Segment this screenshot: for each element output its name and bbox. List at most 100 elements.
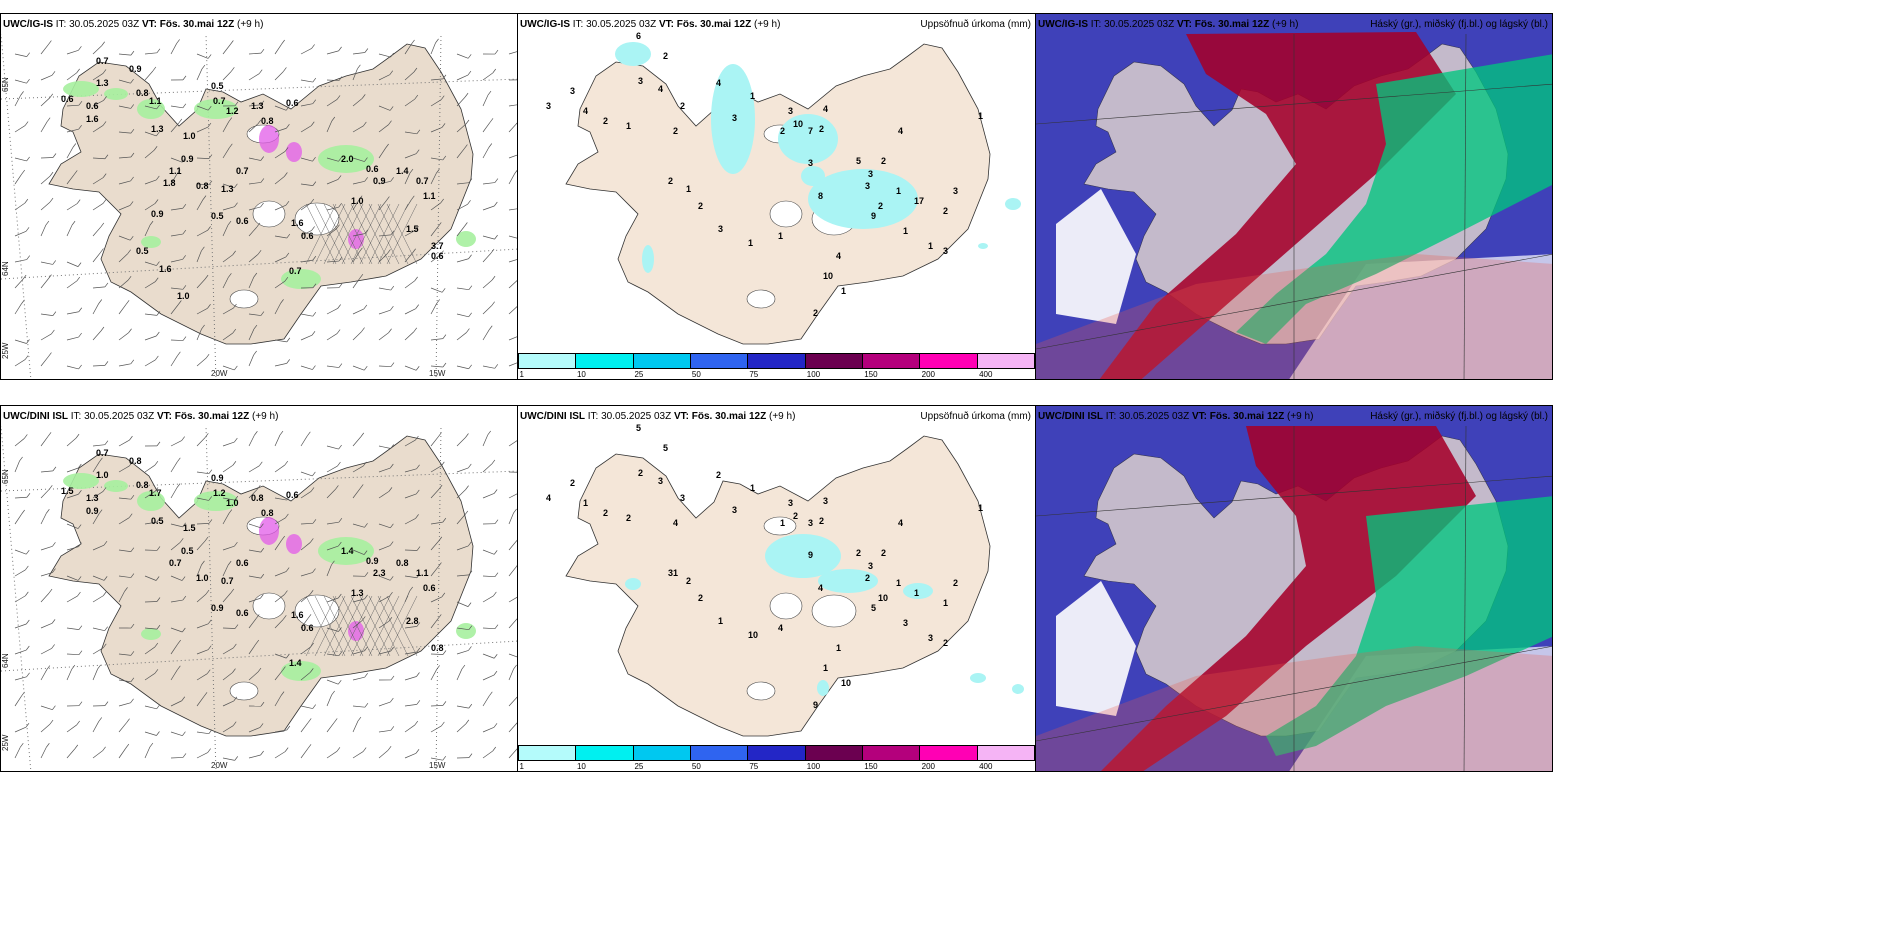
wind-barb <box>404 71 415 81</box>
value-label: 1.3 <box>251 101 264 111</box>
wind-barb <box>285 252 290 258</box>
wind-barb <box>326 50 339 55</box>
wind-barb <box>40 44 49 55</box>
wind-barb <box>177 639 181 645</box>
wind-barb <box>389 591 393 597</box>
wind-barb <box>508 122 517 133</box>
wind-barb <box>14 231 27 237</box>
wind-barb <box>285 513 289 519</box>
wind-barb <box>284 172 288 177</box>
wind-barb <box>24 434 28 439</box>
wind-barb <box>456 705 469 709</box>
wind-barb <box>257 667 262 673</box>
legend-swatch <box>862 354 921 368</box>
wind-barb <box>125 743 130 749</box>
wind-barb <box>482 595 494 603</box>
wind-barb <box>352 125 364 133</box>
precip-patch <box>318 537 374 565</box>
wind-barb <box>66 203 78 211</box>
wind-barb <box>404 493 417 499</box>
graticule-line <box>1036 475 1552 517</box>
legend-swatch <box>920 354 978 368</box>
wind-barb <box>196 523 210 525</box>
wind-barb <box>438 484 443 490</box>
wind-barb <box>118 497 131 500</box>
wind-barb <box>274 43 282 55</box>
wind-barb <box>508 512 514 525</box>
wind-barb <box>430 566 439 577</box>
wind-barb <box>274 71 284 81</box>
wind-barb <box>178 118 183 124</box>
wind-barb <box>281 535 285 541</box>
wind-barb <box>415 225 419 231</box>
value-label: 1.1 <box>149 96 162 106</box>
wind-barb <box>222 254 233 263</box>
value-label: 1 <box>686 184 691 194</box>
wind-barb <box>274 517 286 525</box>
wind-barb <box>104 361 109 366</box>
wind-barb <box>222 224 229 237</box>
wind-barb <box>414 94 419 100</box>
wind-barb <box>300 259 313 263</box>
precip-panel-top: 6 2 3 3 4 2 1 3 4 2 2 4 3 1 2 10 7 2 3 4 3 5 3 2 1 17 3 8 9 2 1 1 4 1 3 2 3 1… <box>517 13 1036 380</box>
value-label: 1.8 <box>163 178 176 188</box>
graticule-line <box>1463 425 1467 771</box>
wind-barb <box>201 246 205 252</box>
precip-patch <box>194 491 238 511</box>
value-label: 1 <box>626 121 631 131</box>
wind-barb <box>285 567 290 572</box>
legend-label: 75 <box>749 370 759 379</box>
wind-barb <box>118 575 131 578</box>
wind-barb <box>364 572 369 577</box>
wind-barb <box>231 67 235 72</box>
wind-barb <box>182 595 187 601</box>
wind-barb <box>24 121 29 126</box>
wind-barb <box>491 459 496 465</box>
legend-swatch <box>576 354 634 368</box>
value-label: 1 <box>943 598 948 608</box>
value-label: 1.3 <box>151 124 164 134</box>
wind-barb <box>66 174 75 185</box>
wind-barb <box>92 177 104 185</box>
wind-barb <box>310 538 314 543</box>
wind-barb <box>468 178 473 183</box>
wind-barb <box>508 336 517 341</box>
wind-barb <box>170 440 182 447</box>
value-label: 0.9 <box>129 64 142 74</box>
wind-barb <box>182 336 187 341</box>
wind-barb <box>40 157 54 159</box>
wind-barb <box>404 229 416 237</box>
wind-barb <box>286 495 291 501</box>
wind-barb <box>26 156 30 162</box>
wind-barb <box>274 751 286 759</box>
wind-barb <box>300 48 312 55</box>
wind-barb <box>326 228 337 237</box>
wind-barb <box>300 365 313 370</box>
wind-barb <box>482 122 491 133</box>
wind-barb <box>66 72 77 81</box>
wind-barb <box>378 287 391 291</box>
glacier-outline <box>746 289 776 309</box>
wind-barb <box>222 183 235 189</box>
wind-barb <box>338 256 343 262</box>
wind-barb <box>97 664 101 670</box>
high-cloud-band <box>1099 32 1456 379</box>
value-label: 4 <box>716 78 721 88</box>
wind-barb <box>118 79 131 84</box>
wind-barb <box>170 258 183 263</box>
value-label: 1 <box>978 111 983 121</box>
wind-barb <box>201 324 205 330</box>
wind-barb <box>352 277 361 289</box>
wind-barb <box>280 691 285 696</box>
wind-barb <box>258 461 263 467</box>
value-label: 2 <box>716 470 721 480</box>
wind-barb <box>66 336 79 341</box>
wind-barb <box>385 143 389 149</box>
value-label: 0.5 <box>181 546 194 556</box>
wind-barb <box>14 79 27 84</box>
wind-barb <box>416 129 421 135</box>
wind-barb <box>78 701 83 706</box>
wind-barb <box>71 664 76 670</box>
value-label: 2 <box>570 478 575 488</box>
wind-barb <box>456 601 469 607</box>
